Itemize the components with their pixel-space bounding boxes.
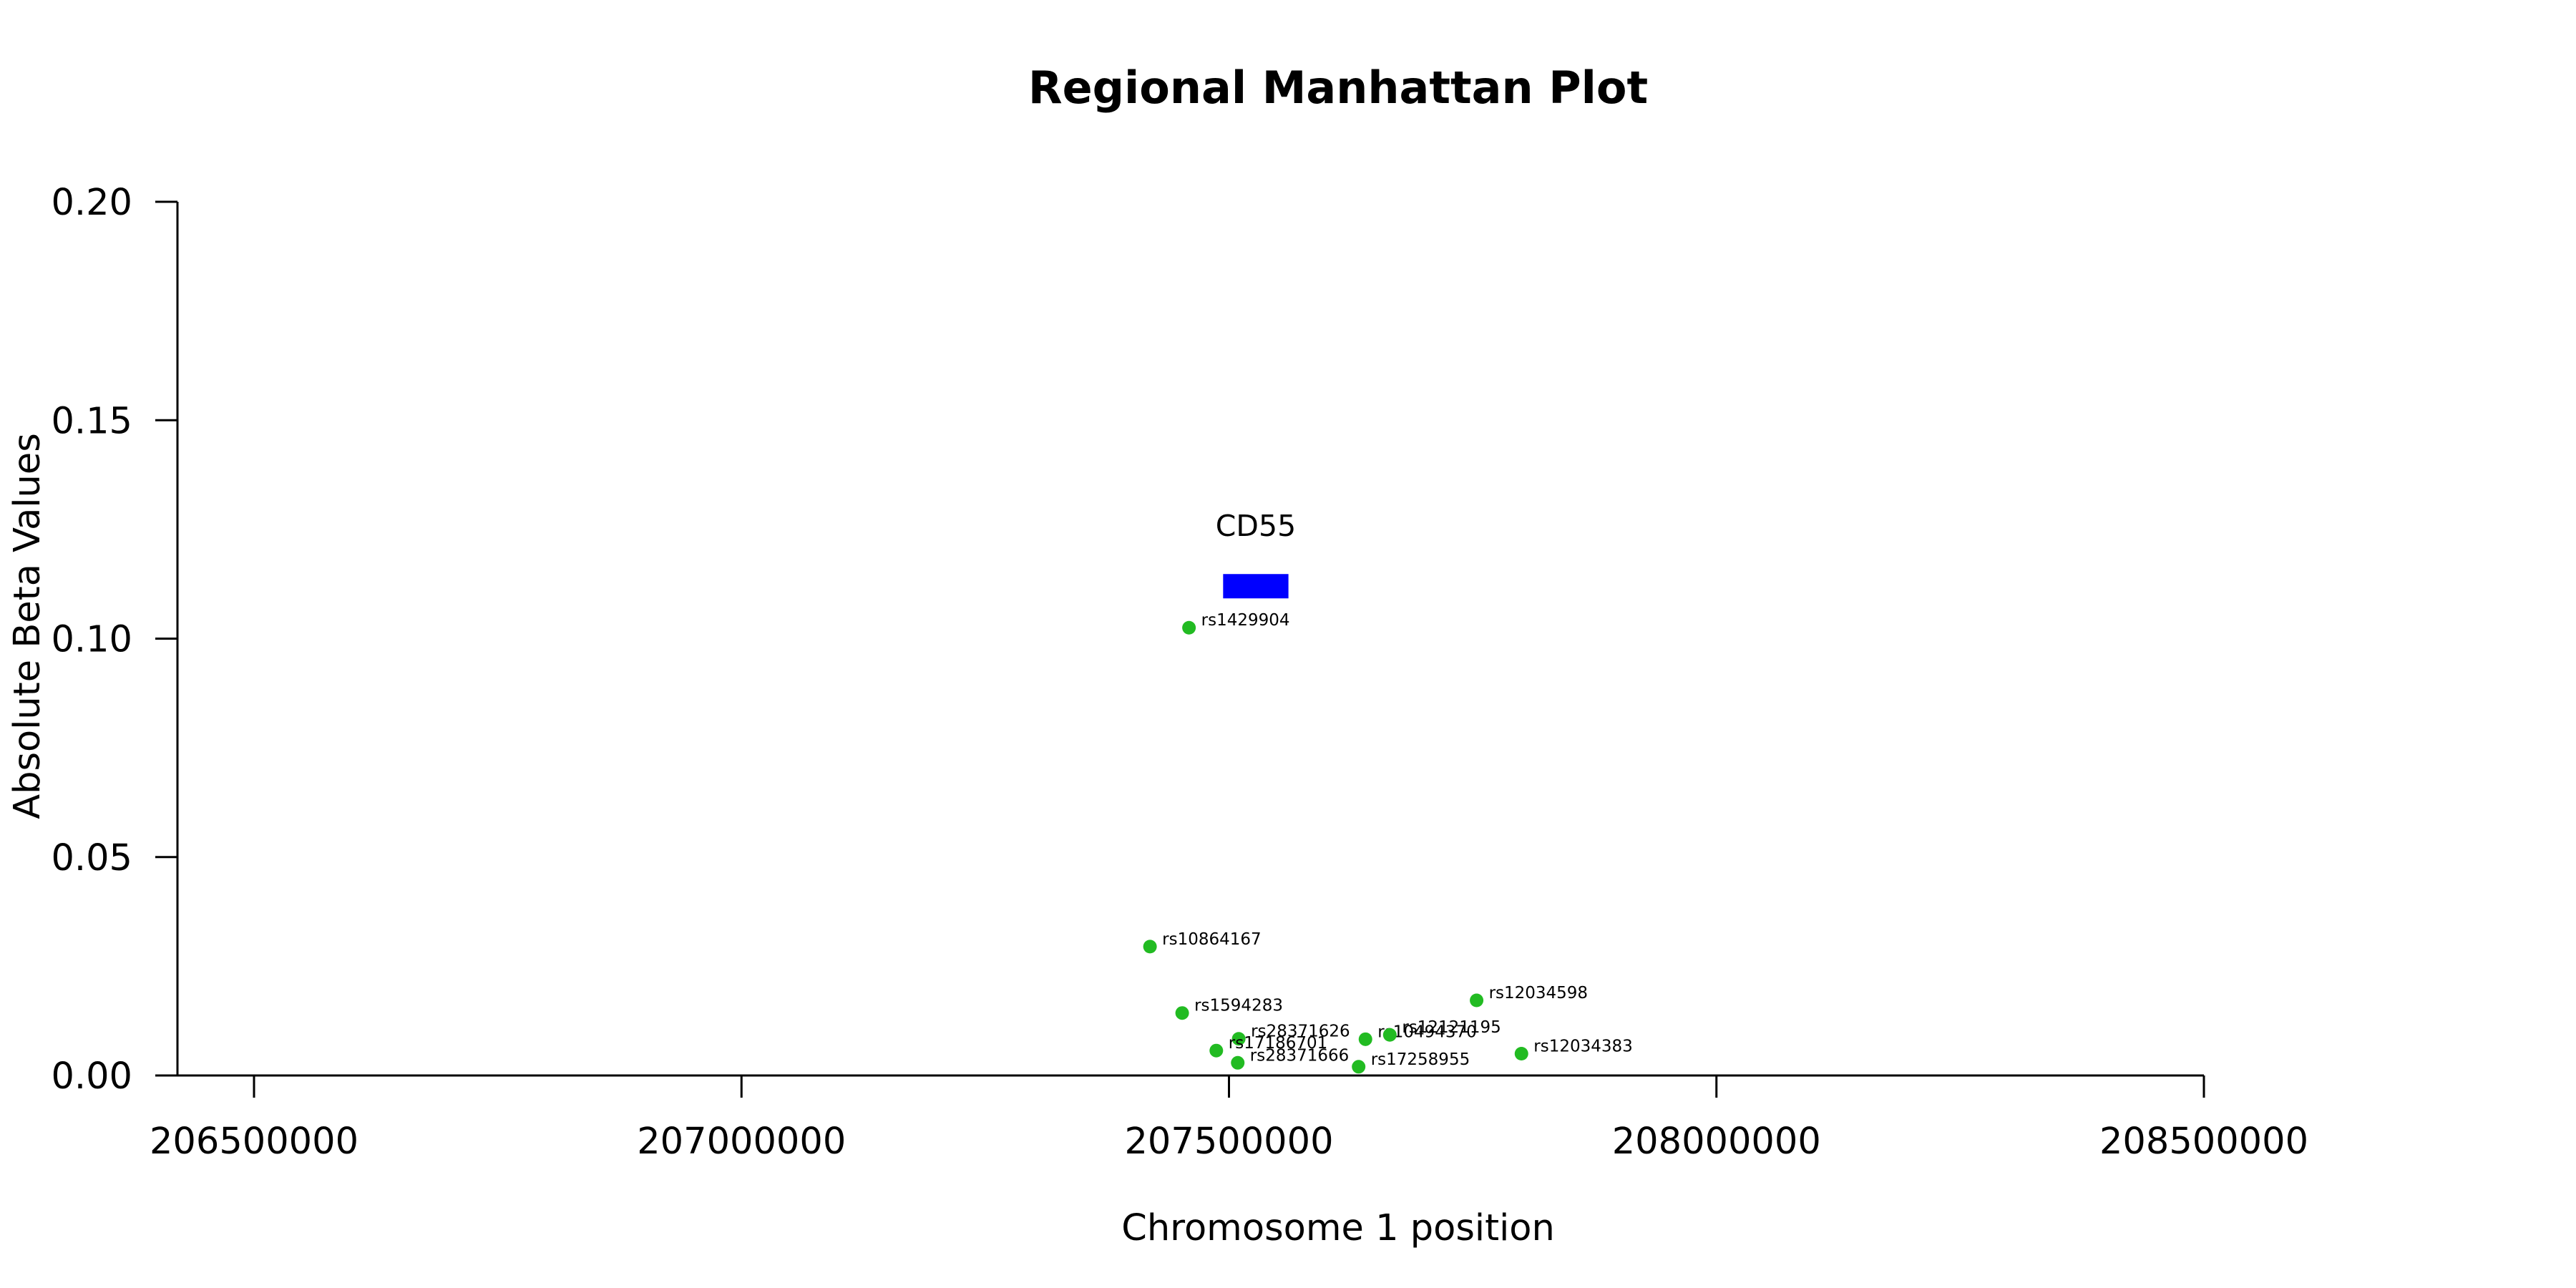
x-axis-label: Chromosome 1 position <box>1121 1207 1555 1249</box>
snp-point <box>1470 993 1484 1008</box>
y-tick-label: 0.20 <box>51 182 132 224</box>
snp-label: rs10864167 <box>1162 930 1262 949</box>
x-axis-ticks: 206500000 207000000 207500000 208000000 2085… <box>150 1075 2308 1163</box>
snp-label: rs1429904 <box>1201 611 1290 630</box>
snp-point <box>1358 1032 1372 1046</box>
snp-label: rs28371626 <box>1251 1023 1350 1041</box>
y-tick-label: 0.15 <box>51 400 132 442</box>
snp-point <box>1514 1046 1528 1060</box>
y-tick-label: 0.00 <box>51 1055 132 1098</box>
gene-track: CD55 <box>1216 509 1296 599</box>
snp-point <box>1175 1006 1189 1020</box>
snp-point <box>1382 1028 1397 1042</box>
gene-label: CD55 <box>1216 509 1296 543</box>
snp-points: rs1429904 rs10864167 rs12034598 rs1594283 rs… <box>1143 611 1633 1074</box>
x-tick-label: 207500000 <box>1124 1121 1333 1163</box>
gene-bar <box>1223 574 1289 599</box>
snp-point <box>1182 620 1196 635</box>
snp-point <box>1143 940 1157 954</box>
snp-point <box>1231 1055 1245 1070</box>
snp-point <box>1231 1032 1246 1046</box>
x-tick-label: 208500000 <box>2099 1121 2308 1163</box>
snp-label: rs12034598 <box>1489 984 1589 1002</box>
y-tick-label: 0.10 <box>51 619 132 661</box>
snp-label: rs28371666 <box>1250 1046 1350 1065</box>
snp-label: rs17186701 <box>1229 1034 1328 1053</box>
snp-label: rs12121195 <box>1402 1018 1501 1037</box>
chart-title: Regional Manhattan Plot <box>1028 62 1648 114</box>
x-tick-label: 207000000 <box>637 1121 846 1163</box>
x-tick-label: 208000000 <box>1612 1121 1821 1163</box>
y-axis-label: Absolute Beta Values <box>6 433 49 819</box>
y-axis-ticks: 0.00 0.05 0.10 0.15 0.20 <box>51 182 177 1098</box>
snp-point <box>1209 1043 1224 1058</box>
snp-point <box>1352 1060 1366 1074</box>
x-tick-label: 206500000 <box>150 1121 358 1163</box>
snp-label: rs17258955 <box>1371 1050 1470 1069</box>
y-tick-label: 0.05 <box>51 837 132 879</box>
snp-label: rs1594283 <box>1194 997 1283 1015</box>
snp-label: rs12034383 <box>1533 1037 1633 1055</box>
